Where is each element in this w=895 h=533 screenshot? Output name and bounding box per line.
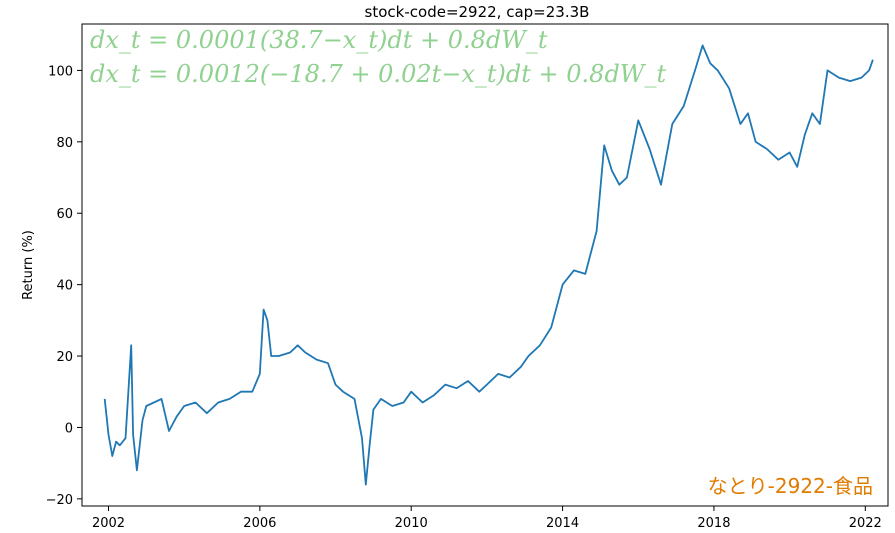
series-line bbox=[103, 44, 874, 486]
x-tick-label: 2010 bbox=[395, 516, 428, 531]
x-tick-label: 2006 bbox=[243, 516, 276, 531]
y-tick-label: 100 bbox=[48, 64, 73, 79]
y-axis: −20 0 20 40 60 80 100 bbox=[46, 64, 82, 508]
y-tick-label: −20 bbox=[46, 493, 73, 508]
x-tick-label: 2018 bbox=[697, 516, 730, 531]
chart-title: stock-code=2922, cap=23.3B bbox=[365, 3, 590, 21]
y-tick-label: 80 bbox=[56, 136, 73, 151]
y-tick-label: 0 bbox=[65, 421, 73, 436]
plot-area: −20 0 20 40 60 80 100 2002 2006 2010 2014 2018 2022 bbox=[46, 23, 889, 531]
y-axis-label: Return (%) bbox=[21, 230, 36, 300]
x-axis: 2002 2006 2010 2014 2018 2022 bbox=[92, 506, 882, 531]
axes-frame bbox=[81, 23, 889, 507]
x-tick-label: 2002 bbox=[92, 516, 125, 531]
watermark-label: なとり-2922-食品 bbox=[708, 474, 873, 498]
y-tick-label: 20 bbox=[56, 350, 73, 365]
y-tick-label: 60 bbox=[56, 207, 73, 222]
y-tick-label: 40 bbox=[56, 279, 73, 294]
equation-1: dx_t = 0.0001(38.7−x_t)dt + 0.8dW_t bbox=[90, 26, 548, 54]
x-tick-label: 2014 bbox=[546, 516, 579, 531]
x-tick-label: 2022 bbox=[849, 516, 882, 531]
equation-2: dx_t = 0.0012(−18.7 + 0.02t−x_t)dt + 0.8… bbox=[90, 60, 666, 88]
